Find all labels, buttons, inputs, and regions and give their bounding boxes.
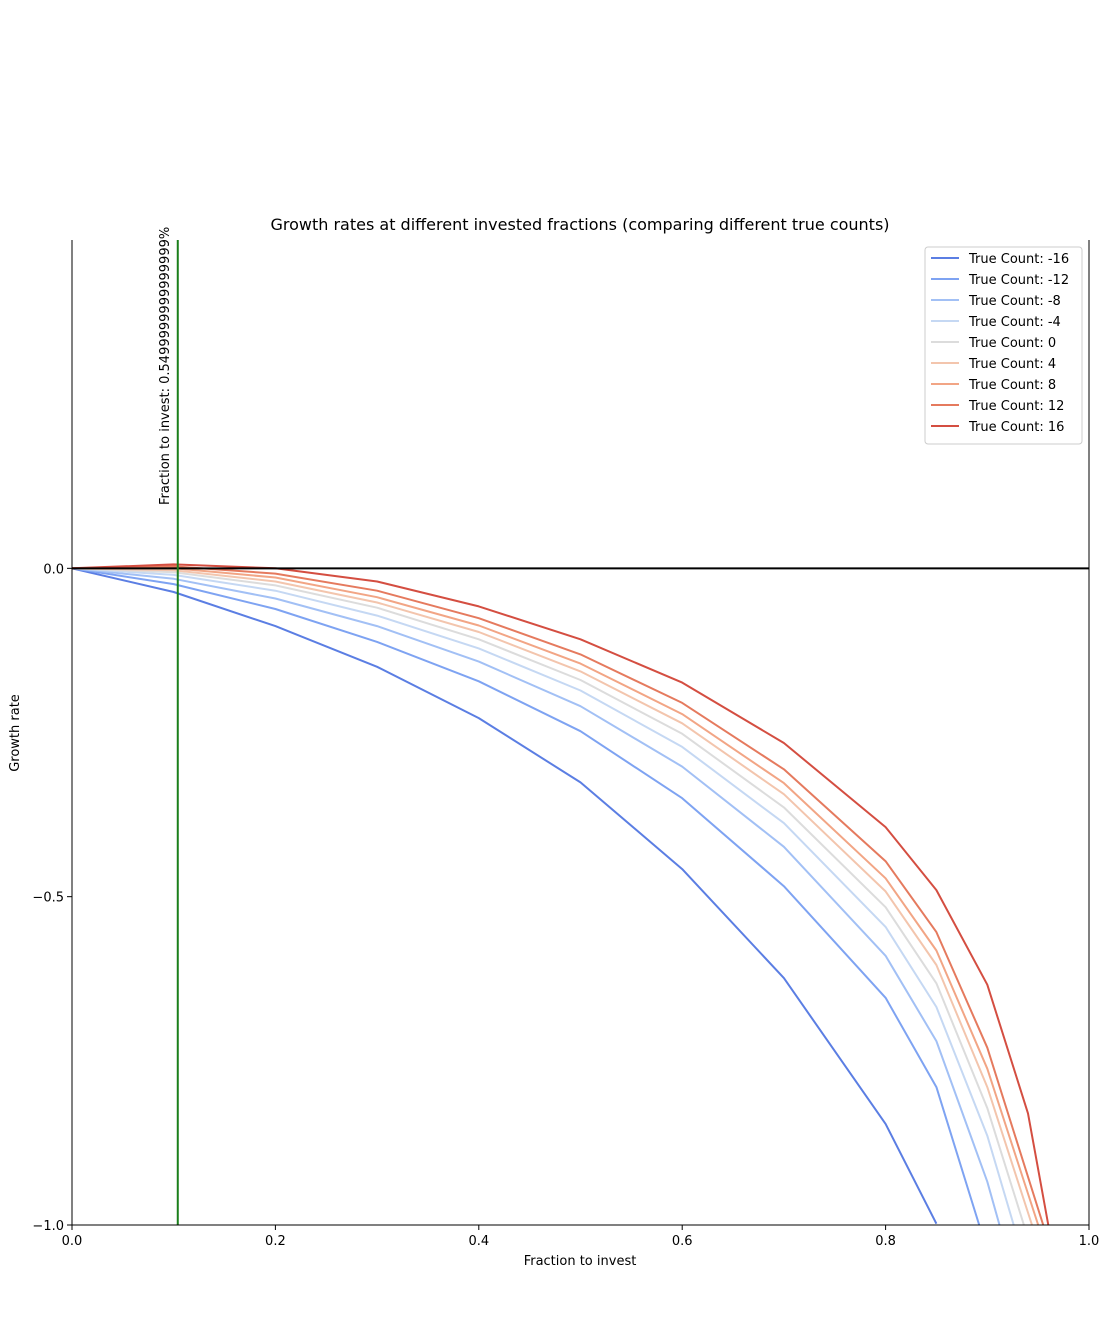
legend-label-1: True Count: -12: [968, 273, 1069, 288]
legend-label-4: True Count: 0: [968, 336, 1056, 351]
legend-label-3: True Count: -4: [968, 315, 1061, 330]
legend-label-7: True Count: 12: [968, 399, 1064, 414]
legend-label-5: True Count: 4: [968, 357, 1056, 372]
series-line-7: [72, 565, 1045, 1226]
x-tick-label: 0.6: [672, 1234, 693, 1249]
chart-title: Growth rates at different invested fract…: [270, 215, 889, 234]
x-tick-label: 1.0: [1079, 1234, 1100, 1249]
x-axis-title: Fraction to invest: [524, 1254, 637, 1269]
plot-area: Fraction to invest: 0.5499999999999999%: [72, 227, 1089, 1226]
legend-label-0: True Count: -16: [968, 252, 1069, 267]
x-tick-label: 0.4: [468, 1234, 489, 1249]
legend-label-2: True Count: -8: [968, 294, 1061, 309]
y-axis-title: Growth rate: [8, 694, 23, 772]
x-tick-label: 0.8: [875, 1234, 896, 1249]
series-line-2: [72, 567, 1001, 1226]
y-tick-label: −0.5: [32, 891, 64, 906]
legend-label-6: True Count: 8: [968, 378, 1056, 393]
legend-box: [924, 246, 1083, 445]
optimal-fraction-label: Fraction to invest: 0.5499999999999999%: [158, 227, 173, 505]
axes: 0.0 0.2 0.4 0.6 0.8 1.0 0.0 −0.5 −1.0: [32, 240, 1099, 1249]
y-tick-label: −1.0: [32, 1219, 64, 1234]
legend-label-8: True Count: 16: [968, 420, 1064, 435]
x-tick-label: 0.0: [62, 1234, 83, 1249]
series-line-3: [72, 567, 1015, 1226]
series-group: [72, 563, 1050, 1226]
legend: True Count: -16 True Count: -12 True Count…: [924, 246, 1083, 445]
series-line-4: [72, 567, 1025, 1226]
series-line-1: [72, 567, 981, 1226]
series-line-0: [72, 567, 938, 1225]
x-tick-label: 0.2: [265, 1234, 286, 1249]
series-line-6: [72, 567, 1040, 1226]
series-line-5: [72, 567, 1033, 1226]
y-tick-label: 0.0: [43, 562, 64, 577]
